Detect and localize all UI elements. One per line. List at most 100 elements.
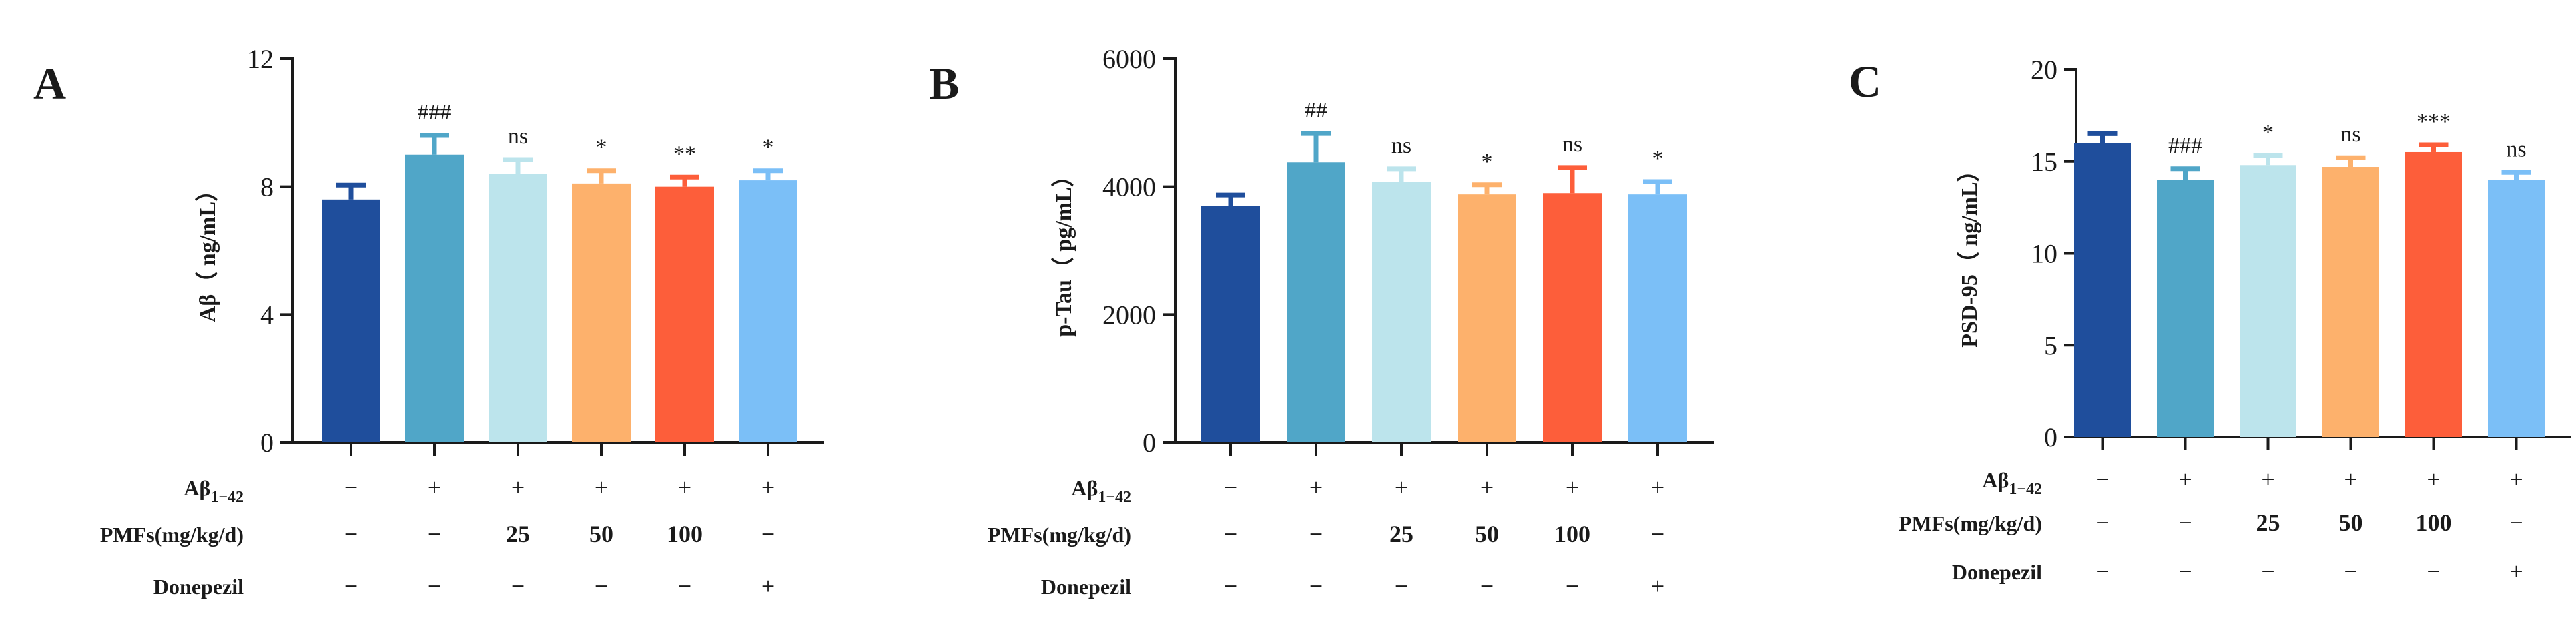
treatment-value: − — [428, 521, 441, 547]
bar — [1458, 194, 1516, 442]
treatment-value: 100 — [2416, 509, 2452, 536]
significance-label: * — [1652, 146, 1664, 171]
treatment-value: − — [1651, 521, 1664, 547]
treatment-value: 100 — [1554, 521, 1590, 547]
treatment-value: + — [1480, 474, 1494, 501]
treatment-row-label: PMFs(mg/kg/d) — [988, 523, 1131, 547]
y-tick-label: 5 — [2044, 330, 2057, 360]
bar — [739, 180, 797, 442]
y-tick-label: 8 — [260, 172, 274, 202]
chart-panel-c: C 0 5 10 15 20 PSD-95（ ng/mL） ### * ns *** ns Aβ1−42… — [1849, 55, 2571, 585]
treatment-value: + — [2509, 558, 2523, 585]
significance-label: ns — [1391, 133, 1411, 158]
significance-label: * — [596, 135, 607, 160]
treatment-row-label: PMFs(mg/kg/d) — [100, 523, 244, 547]
treatment-value: − — [2096, 558, 2109, 585]
bar — [2157, 180, 2214, 437]
treatment-value: + — [678, 474, 691, 501]
y-tick-label: 6000 — [1102, 44, 1156, 74]
treatment-value: − — [2178, 509, 2192, 536]
y-tick-label: 12 — [247, 44, 274, 74]
treatment-row-label: Aβ1−42 — [184, 476, 244, 506]
y-tick-label: 0 — [1143, 428, 1156, 458]
bar — [655, 186, 714, 442]
y-axis-label: p-Tau（ pg/mL） — [1050, 164, 1076, 337]
treatment-row-label: Donepezil — [1041, 575, 1131, 599]
treatment-value: − — [595, 573, 608, 599]
treatment-value: − — [428, 573, 441, 599]
treatment-value: + — [761, 474, 775, 501]
significance-label: ns — [1562, 132, 1582, 157]
treatment-value: − — [2509, 509, 2523, 536]
bar — [1372, 182, 1431, 442]
treatment-value: − — [2427, 558, 2440, 585]
chart-panel-b: B 0 2000 4000 6000 p-Tau（ pg/mL） ## ns * ns * Aβ1−4… — [929, 44, 1714, 599]
y-axis-label: PSD-95（ ng/mL） — [1956, 159, 1982, 347]
treatment-value: − — [1224, 474, 1237, 501]
bar — [1628, 194, 1687, 442]
bar — [2240, 165, 2296, 437]
bar — [1201, 206, 1260, 442]
y-tick-label: 4000 — [1102, 172, 1156, 202]
treatment-value: − — [2344, 558, 2357, 585]
y-tick-label: 20 — [2031, 55, 2057, 85]
treatment-value: 50 — [2339, 509, 2363, 536]
treatment-value: − — [2261, 558, 2274, 585]
bar — [572, 183, 631, 442]
treatment-value: 50 — [1475, 521, 1499, 547]
treatment-value: − — [1309, 521, 1323, 547]
significance-label: ns — [508, 124, 528, 149]
treatment-value: − — [344, 474, 358, 501]
treatment-value: − — [1224, 521, 1237, 547]
treatment-value: − — [2096, 466, 2109, 493]
significance-label: ### — [2168, 133, 2202, 158]
bar — [2322, 167, 2379, 437]
treatment-value: + — [1651, 474, 1664, 501]
treatment-value: + — [2509, 466, 2523, 493]
treatment-value: 100 — [667, 521, 703, 547]
bar — [1287, 162, 1345, 442]
panel-label: B — [929, 58, 959, 109]
treatment-row-label: Donepezil — [153, 575, 244, 599]
treatment-value: + — [2178, 466, 2192, 493]
significance-label: ### — [418, 100, 452, 125]
treatment-value: 25 — [506, 521, 530, 547]
bar — [322, 199, 380, 442]
treatment-value: + — [595, 474, 608, 501]
significance-label: ns — [2340, 122, 2360, 147]
bar — [489, 174, 547, 442]
treatment-value: + — [1566, 474, 1579, 501]
treatment-value: − — [1309, 573, 1323, 599]
treatment-value: − — [2096, 509, 2109, 536]
significance-label: ns — [2506, 137, 2526, 162]
treatment-value: − — [1480, 573, 1494, 599]
significance-label: ** — [673, 141, 696, 166]
significance-label: * — [1482, 149, 1493, 174]
treatment-value: 50 — [589, 521, 613, 547]
significance-label: * — [763, 135, 774, 160]
bar — [405, 154, 464, 442]
treatment-row-label: Donepezil — [1952, 560, 2042, 584]
significance-label: ## — [1305, 98, 1327, 123]
treatment-value: + — [2344, 466, 2357, 493]
significance-label: *** — [2417, 109, 2451, 134]
y-tick-label: 0 — [260, 428, 274, 458]
y-tick-label: 10 — [2031, 239, 2057, 269]
treatment-value: − — [344, 521, 358, 547]
bar — [2405, 151, 2462, 437]
treatment-value: − — [1395, 573, 1408, 599]
treatment-value: − — [761, 521, 775, 547]
bar — [2488, 180, 2545, 437]
treatment-value: − — [678, 573, 691, 599]
treatment-value: − — [2178, 558, 2192, 585]
treatment-value: + — [1395, 474, 1408, 501]
significance-label: * — [2262, 120, 2274, 145]
treatment-value: + — [761, 573, 775, 599]
treatment-value: 25 — [1389, 521, 1413, 547]
treatment-value: + — [511, 474, 525, 501]
treatment-value: 25 — [2256, 509, 2280, 536]
treatment-value: + — [428, 474, 441, 501]
panel-label: C — [1849, 56, 1881, 107]
